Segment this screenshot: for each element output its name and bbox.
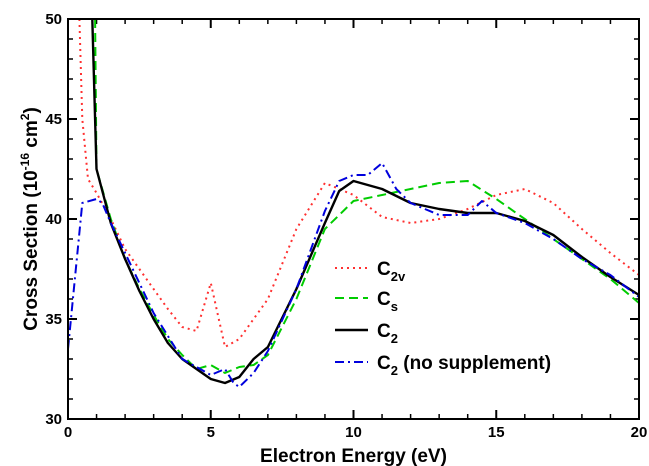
series-layer: [68, 19, 639, 388]
legend-label-3: C2 (no supplement): [377, 353, 551, 378]
legend-label-2: C2: [377, 321, 398, 346]
x-tick-label: 15: [488, 424, 505, 441]
series-line-1: [94, 19, 639, 374]
y-tick-label: 35: [45, 311, 62, 328]
y-tick-label: 45: [45, 111, 62, 128]
plot-frame: [67, 18, 640, 420]
y-axis-title: Cross Section (10-16 cm2): [18, 107, 42, 331]
legend-label-1: Cs: [377, 289, 398, 314]
y-tick-label: 50: [45, 11, 62, 28]
series-line-2: [91, 19, 639, 385]
legend-label-0: C2v: [377, 259, 406, 284]
axis-ticks: [67, 18, 640, 420]
legend: C2v Cs C2 C2 (no supplement): [335, 259, 551, 378]
tick-labels: 0 5 10 15 20 30 35 40 45 50: [45, 11, 647, 441]
x-tick-label: 0: [64, 424, 72, 441]
y-tick-label: 40: [45, 211, 62, 228]
x-tick-label: 20: [631, 424, 648, 441]
x-axis-title: Electron Energy (eV): [260, 446, 447, 466]
series-line-3: [68, 162, 639, 388]
y-tick-label: 30: [45, 411, 62, 428]
series-line-0: [78, 19, 639, 348]
x-tick-label: 5: [207, 424, 215, 441]
x-tick-label: 10: [345, 424, 362, 441]
